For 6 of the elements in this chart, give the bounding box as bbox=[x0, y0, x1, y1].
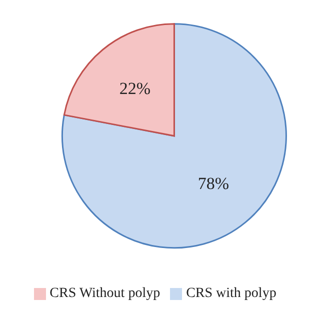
data-label: 78% bbox=[198, 174, 230, 193]
data-label: 22% bbox=[119, 78, 151, 98]
pie-slice bbox=[62, 23, 287, 249]
legend-label: CRS Without polyp bbox=[50, 286, 160, 301]
legend-label: CRS with polyp bbox=[186, 286, 276, 301]
pie-slice bbox=[63, 23, 175, 137]
